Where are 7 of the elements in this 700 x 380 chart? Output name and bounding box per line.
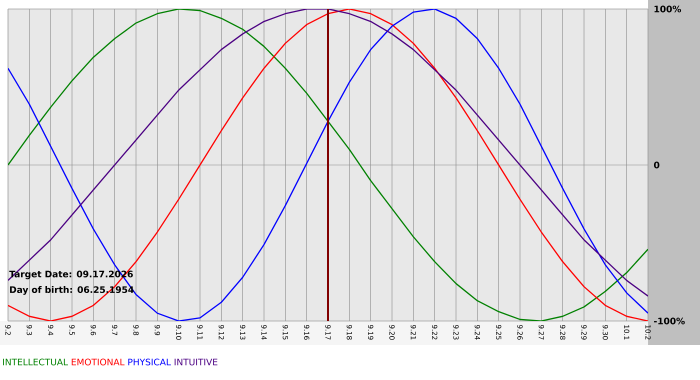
text: INTELLECTUAL [3,358,68,366]
text: PHYSICAL [128,358,171,366]
y-tick-label: 100% [654,6,682,12]
y-tick-label: 0 [654,162,660,168]
y-tick-label: -100% [654,318,685,324]
text: INTUITIVE [174,358,218,366]
text: EMOTIONAL [72,358,125,366]
